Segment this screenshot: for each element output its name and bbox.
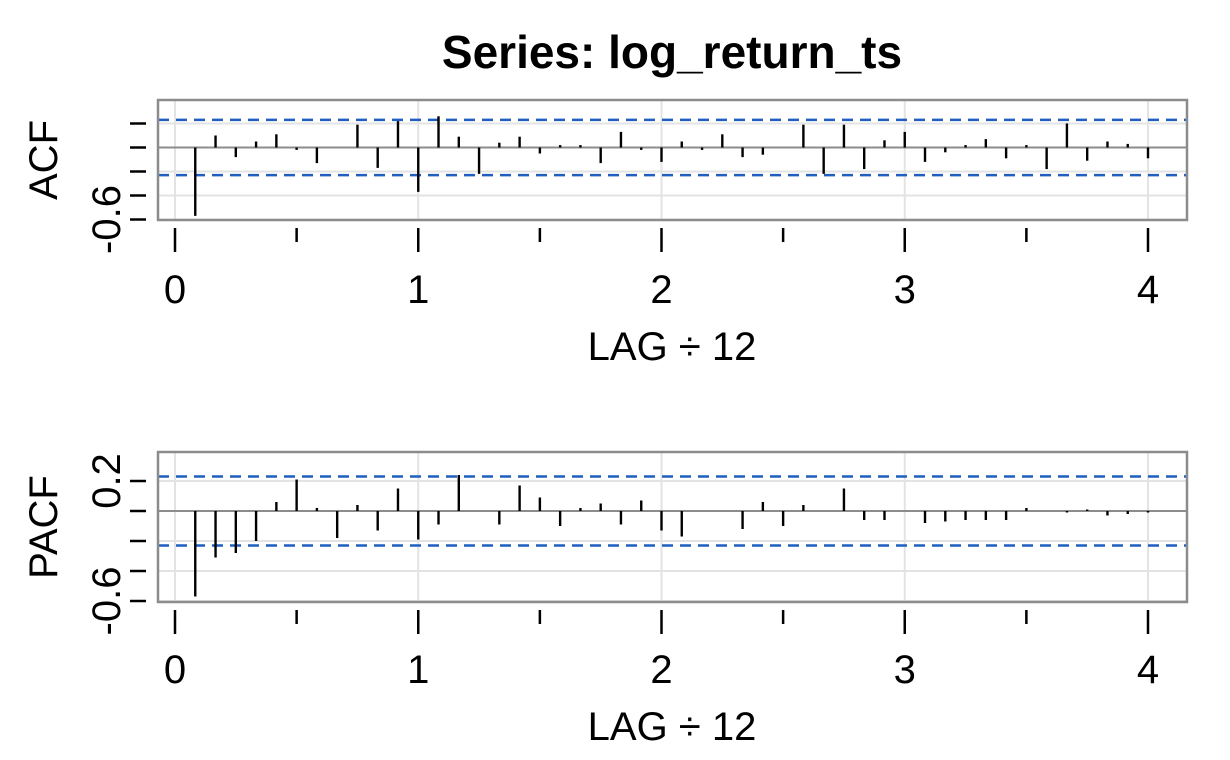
acf-panel-frame	[156, 98, 1189, 222]
acf-panel-x-tick-label: 2	[650, 268, 672, 312]
acf-panel-y-tick-label: -0.6	[85, 185, 129, 254]
pacf-panel-x-tick-label: 4	[1137, 648, 1159, 692]
pacf-panel-frame	[156, 450, 1189, 604]
acf-panel-x-axis-title: LAG ÷ 12	[588, 325, 757, 369]
acf-panel-x-tick-label: 0	[164, 268, 186, 312]
acf-panel-x-tick-label: 1	[407, 268, 429, 312]
pacf-panel-y-tick-label: -0.6	[85, 567, 129, 636]
acf-panel-y-axis-title: ACF	[22, 120, 66, 200]
pacf-panel-x-tick-label: 1	[407, 648, 429, 692]
pacf-panel-x-tick-label: 2	[650, 648, 672, 692]
pacf-panel-y-axis-title: PACF	[22, 475, 66, 579]
pacf-panel-x-tick-label: 0	[164, 648, 186, 692]
pacf-panel-x-tick-label: 3	[894, 648, 916, 692]
acf-panel-x-tick-label: 4	[1137, 268, 1159, 312]
acf-panel-x-tick-label: 3	[894, 268, 916, 312]
chart-title: Series: log_return_ts	[442, 26, 902, 78]
pacf-panel-y-tick-label: 0.2	[85, 453, 129, 509]
pacf-panel-x-axis-title: LAG ÷ 12	[588, 705, 757, 749]
